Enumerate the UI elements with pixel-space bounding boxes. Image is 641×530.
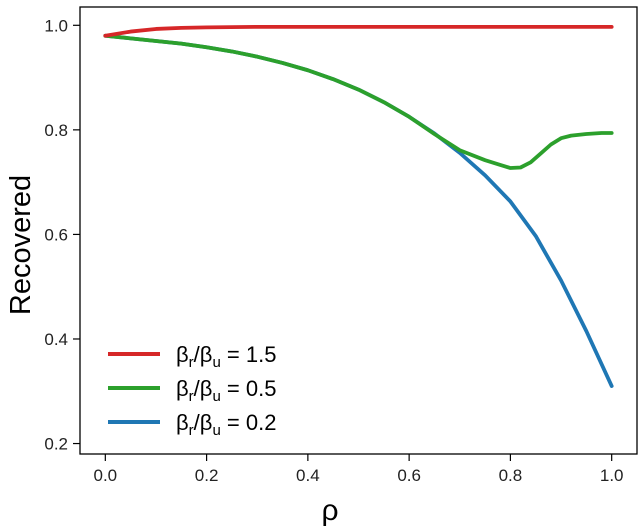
legend-label-part: β <box>176 410 189 435</box>
legend-label-part: β <box>176 342 189 367</box>
y-tick-label: 0.4 <box>44 330 68 349</box>
legend-label: βr/βu = 0.2 <box>176 410 276 439</box>
legend-label-part: /β <box>194 376 213 401</box>
y-axis-label: Recovered <box>5 175 37 315</box>
legend-label-part: β <box>176 376 189 401</box>
y-tick-label: 0.2 <box>44 435 68 454</box>
x-tick-label: 0.4 <box>296 466 320 485</box>
legend-label-part: u <box>212 422 220 439</box>
legend-label-part: r <box>189 354 194 371</box>
x-tick-label: 0.8 <box>499 466 523 485</box>
x-tick-label: 0.6 <box>397 466 421 485</box>
legend-label-part: /β <box>194 410 213 435</box>
legend-label-part: u <box>212 388 220 405</box>
x-axis-label: ρ <box>321 494 338 527</box>
x-tick-label: 0.2 <box>195 466 219 485</box>
tick-group: 0.0 0.2 0.4 0.6 0.8 1.0 0.2 0.4 0.6 0.8 1.0 <box>44 16 623 485</box>
legend-label-part: r <box>189 422 194 439</box>
legend-label-part: /β <box>194 342 213 367</box>
y-tick-label: 1.0 <box>44 16 68 35</box>
legend-label-part: = 1.5 <box>221 342 277 367</box>
legend-label-part: = 0.5 <box>221 376 277 401</box>
y-tick-label: 0.6 <box>44 225 68 244</box>
legend: βr/βu = 1.5βr/βu = 0.5βr/βu = 0.2 <box>108 342 276 439</box>
x-tick-label: 0.0 <box>93 466 117 485</box>
legend-label-part: r <box>189 388 194 405</box>
x-tick-label: 1.0 <box>600 466 624 485</box>
series-line-1 <box>103 33 614 170</box>
legend-label: βr/βu = 0.5 <box>176 376 276 405</box>
y-tick-label: 0.8 <box>44 121 68 140</box>
plot-frame <box>79 6 638 455</box>
legend-label-part: = 0.2 <box>221 410 277 435</box>
series-line-0 <box>103 24 614 38</box>
series-group <box>103 24 614 388</box>
legend-label: βr/βu = 1.5 <box>176 342 276 371</box>
legend-label-part: u <box>212 354 220 371</box>
